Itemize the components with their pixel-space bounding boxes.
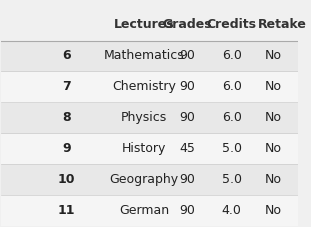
Text: 6.0: 6.0 — [222, 111, 242, 124]
FancyBboxPatch shape — [1, 41, 299, 72]
Text: No: No — [265, 80, 282, 93]
Text: 90: 90 — [179, 49, 195, 62]
Text: No: No — [265, 142, 282, 155]
Text: 4.0: 4.0 — [222, 204, 242, 217]
Text: 90: 90 — [179, 80, 195, 93]
Text: 90: 90 — [179, 173, 195, 186]
Text: 6.0: 6.0 — [222, 49, 242, 62]
Text: 5.0: 5.0 — [222, 142, 242, 155]
FancyBboxPatch shape — [1, 165, 299, 195]
Text: No: No — [265, 204, 282, 217]
Text: History: History — [122, 142, 166, 155]
FancyBboxPatch shape — [1, 103, 299, 133]
Text: 10: 10 — [58, 173, 76, 186]
Text: Physics: Physics — [121, 111, 167, 124]
Text: Geography: Geography — [109, 173, 179, 186]
Text: Mathematics: Mathematics — [104, 49, 184, 62]
Text: Retake: Retake — [258, 18, 307, 31]
Text: Lectures: Lectures — [114, 18, 174, 31]
Text: German: German — [119, 204, 169, 217]
Text: 8: 8 — [63, 111, 71, 124]
Text: No: No — [265, 111, 282, 124]
Text: 6.0: 6.0 — [222, 80, 242, 93]
Text: Chemistry: Chemistry — [112, 80, 176, 93]
Text: Credits: Credits — [207, 18, 257, 31]
Text: 90: 90 — [179, 111, 195, 124]
Text: 7: 7 — [63, 80, 71, 93]
Text: No: No — [265, 173, 282, 186]
Text: 9: 9 — [63, 142, 71, 155]
FancyBboxPatch shape — [1, 195, 299, 226]
Text: 6: 6 — [63, 49, 71, 62]
Text: 90: 90 — [179, 204, 195, 217]
Text: Grades: Grades — [162, 18, 212, 31]
FancyBboxPatch shape — [1, 72, 299, 103]
FancyBboxPatch shape — [1, 133, 299, 165]
Text: 5.0: 5.0 — [222, 173, 242, 186]
Text: No: No — [265, 49, 282, 62]
Text: 11: 11 — [58, 204, 76, 217]
Text: 45: 45 — [179, 142, 195, 155]
